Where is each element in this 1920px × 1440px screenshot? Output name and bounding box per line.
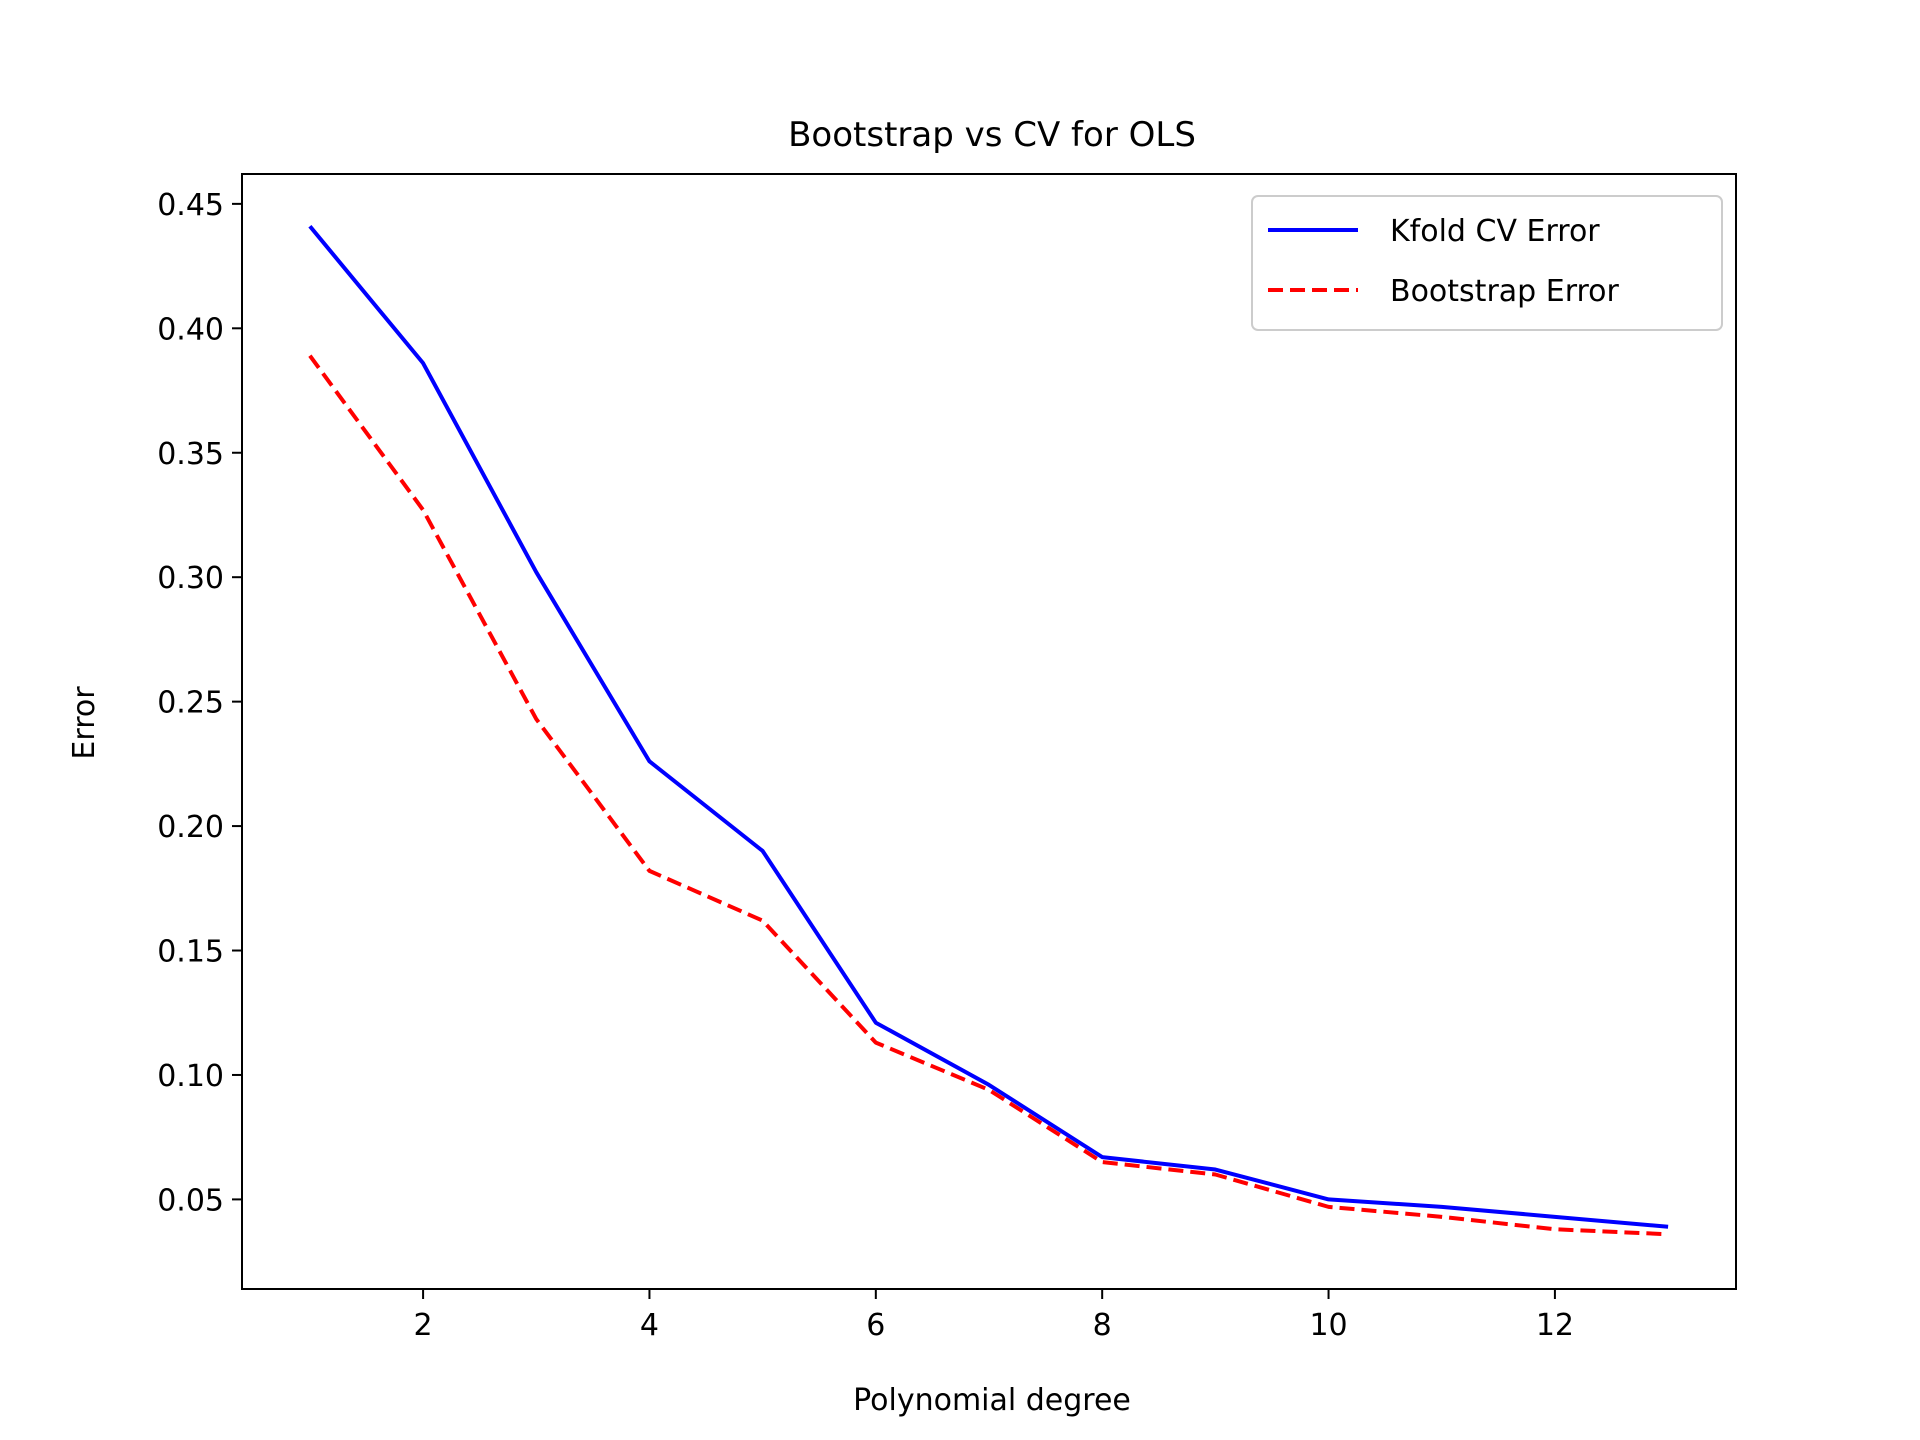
data-point-bootstrap-error (1553, 1227, 1557, 1231)
legend-box (1251, 195, 1723, 331)
x-tick-label: 4 (640, 1308, 659, 1343)
y-axis-label: Error (67, 686, 102, 760)
x-tick-label: 12 (1536, 1308, 1574, 1343)
axes-frame (241, 173, 1737, 1290)
y-tick-label: 0.05 (157, 1183, 224, 1218)
data-point-bootstrap-error (761, 919, 765, 923)
y-tick-label: 0.10 (157, 1059, 224, 1094)
x-tick-label: 2 (414, 1308, 433, 1343)
data-point-bootstrap-error (1213, 1173, 1217, 1177)
data-point-bootstrap-error (1666, 1232, 1670, 1236)
data-point-kfold-cv-error (1553, 1215, 1557, 1219)
data-point-bootstrap-error (1327, 1205, 1331, 1209)
data-point-kfold-cv-error (761, 849, 765, 853)
data-point-bootstrap-error (987, 1088, 991, 1092)
data-point-bootstrap-error (308, 354, 312, 358)
data-point-kfold-cv-error (987, 1083, 991, 1087)
y-tick-label: 0.35 (157, 437, 224, 472)
y-tick-label: 0.40 (157, 312, 224, 347)
data-point-kfold-cv-error (874, 1021, 878, 1025)
x-tick-label: 10 (1309, 1308, 1347, 1343)
data-point-bootstrap-error (1440, 1215, 1444, 1219)
data-point-bootstrap-error (421, 508, 425, 512)
legend: Kfold CV Error Bootstrap Error (1251, 195, 1723, 331)
data-point-kfold-cv-error (1213, 1168, 1217, 1172)
data-point-bootstrap-error (647, 869, 651, 873)
legend-label: Bootstrap Error (1390, 274, 1620, 309)
chart-title: Bootstrap vs CV for OLS (788, 115, 1196, 155)
data-point-kfold-cv-error (1666, 1225, 1670, 1229)
data-point-bootstrap-error (534, 717, 538, 721)
x-axis-label: Polynomial degree (853, 1383, 1131, 1418)
series-line-kfold-cv-error (308, 224, 1669, 1229)
legend-label: Kfold CV Error (1390, 214, 1600, 249)
data-point-kfold-cv-error (1327, 1197, 1331, 1201)
series-line-bootstrap-error (308, 354, 1669, 1237)
data-point-kfold-cv-error (421, 361, 425, 365)
x-tick-label: 8 (1093, 1308, 1112, 1343)
y-tick-label: 0.45 (157, 188, 224, 223)
y-tick-label: 0.20 (157, 810, 224, 845)
y-tick-label: 0.25 (157, 686, 224, 721)
data-point-kfold-cv-error (534, 570, 538, 574)
plot-area: 2 4 6 8 10 12 0.05 0.10 0.15 0.20 0.25 0.30 0.35 0.40… (157, 173, 1737, 1343)
data-point-bootstrap-error (874, 1041, 878, 1045)
data-point-bootstrap-error (1100, 1160, 1104, 1164)
y-tick-label: 0.30 (157, 561, 224, 596)
data-point-kfold-cv-error (1440, 1205, 1444, 1209)
x-tick-label: 6 (866, 1308, 885, 1343)
y-tick-label: 0.15 (157, 935, 224, 970)
data-point-kfold-cv-error (647, 759, 651, 763)
data-point-kfold-cv-error (1100, 1155, 1104, 1159)
data-point-kfold-cv-error (308, 224, 312, 228)
